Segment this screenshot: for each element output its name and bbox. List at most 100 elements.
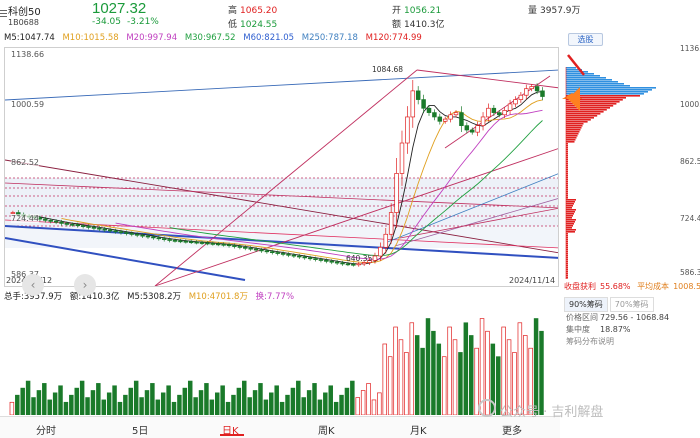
next-page-button[interactable]: ›: [74, 274, 96, 296]
chip-bar: [566, 185, 568, 187]
volume-bar: [15, 394, 20, 415]
chip-bar: [566, 115, 598, 117]
candle-body: [226, 244, 232, 247]
candle-body: [253, 248, 259, 251]
volume-amount-label: 额:1410.3亿: [69, 292, 120, 302]
chip-help-link[interactable]: 筹码分布说明: [566, 337, 614, 346]
volume-bar: [85, 397, 90, 415]
chip-bar: [566, 67, 576, 69]
volume-bar: [144, 390, 150, 415]
volume-bar: [112, 385, 117, 415]
volume-bar: [204, 383, 209, 415]
tab-daily-k[interactable]: 日K: [222, 426, 239, 437]
chip-bar: [566, 229, 576, 231]
tab-chip-70[interactable]: 70%筹码: [609, 297, 654, 312]
menu-icon[interactable]: [0, 10, 8, 18]
tab-monthly-k[interactable]: 月K: [410, 426, 427, 437]
tab-5day[interactable]: 5日: [132, 426, 149, 437]
chip-bar: [566, 95, 640, 97]
end-date-label: 2024/11/14: [509, 276, 556, 285]
candle-body: [459, 112, 464, 126]
chip-bar: [566, 77, 606, 79]
chip-bar: [566, 179, 568, 181]
chip-bar: [566, 269, 568, 271]
chip-bar: [566, 243, 568, 245]
candle-body: [194, 241, 199, 244]
chip-bar: [566, 133, 579, 135]
ma20-label: M20:997.94: [126, 33, 178, 43]
volume-bar: [377, 392, 382, 415]
candle-body: [221, 243, 226, 246]
chip-bar: [566, 223, 574, 225]
candle-body: [410, 90, 416, 118]
chip-bar: [566, 249, 568, 251]
candle-body: [361, 262, 367, 265]
candle-body: [486, 107, 491, 118]
volume-bar: [247, 397, 252, 415]
candle-body: [237, 246, 243, 248]
prev-page-button[interactable]: ‹: [22, 274, 44, 296]
chip-y-label-3: 862.52: [680, 157, 700, 166]
chip-bar: [566, 233, 568, 235]
chip-bar: [566, 111, 604, 113]
y-axis-label-bottom: 586.37: [11, 270, 39, 279]
chip-bar: [566, 141, 575, 143]
volume-bar: [133, 380, 139, 415]
ma20-line: [115, 109, 543, 260]
chip-bar: [566, 81, 618, 83]
chip-bar: [566, 205, 573, 207]
chip-bar: [566, 125, 583, 127]
y-axis-label-3: 862.52: [11, 158, 39, 167]
candle-body: [91, 226, 97, 229]
candle-body: [151, 236, 156, 239]
volume-bar: [328, 385, 333, 415]
chip-bar: [566, 69, 582, 71]
volume-bar: [52, 392, 58, 415]
chip-bar: [566, 225, 573, 227]
candle-body: [248, 247, 253, 250]
stock-name: 科创50: [8, 7, 41, 18]
chip-bar: [566, 117, 594, 119]
volume-bar: [187, 380, 193, 415]
volume-bar: [20, 387, 25, 415]
kline-chart[interactable]: 1138.66 1000.59 862.52 724.44 586.37: [4, 47, 559, 287]
tab-more[interactable]: 更多: [502, 426, 522, 437]
candle-body: [426, 107, 432, 113]
volume-bar: [231, 394, 236, 415]
candle-body: [297, 255, 302, 258]
vol-ma10-label: M10:4701.8万: [188, 292, 248, 302]
volume-bar: [42, 383, 47, 415]
chip-bar: [566, 199, 576, 201]
open-label: 开: [392, 6, 402, 16]
chip-bar: [566, 109, 607, 111]
volume-bar: [236, 387, 242, 415]
candle-body: [183, 240, 189, 243]
candle-body: [102, 228, 108, 231]
chip-bar: [566, 267, 568, 269]
volume-bar: [501, 326, 506, 415]
candle-body: [437, 116, 443, 122]
tab-intraday[interactable]: 分时: [36, 426, 56, 437]
kline-canvas: [5, 69, 558, 286]
stock-picker-button[interactable]: 选股: [568, 33, 603, 46]
candle-body: [432, 112, 437, 118]
y-axis-label-2: 1000.59: [11, 100, 45, 109]
tab-chip-90[interactable]: 90%筹码: [564, 297, 608, 312]
volume-bar: [25, 380, 31, 415]
volume-bar: [279, 401, 285, 415]
chevron-right-icon: ›: [82, 278, 88, 292]
price-range-row: 价格区间 729.56 - 1068.84: [566, 312, 669, 323]
candle-body: [210, 243, 216, 245]
volume-bar: [436, 343, 442, 415]
candle-body: [307, 257, 313, 260]
tab-weekly-k[interactable]: 周K: [318, 426, 335, 437]
volume-bar: [317, 399, 323, 415]
chip-bar: [566, 203, 574, 205]
chevron-left-icon: ‹: [30, 278, 36, 292]
volume-bar: [387, 356, 393, 415]
volume-bars: [9, 318, 544, 415]
candle-body: [270, 251, 275, 254]
chip-bar: [566, 275, 568, 277]
chip-bar: [566, 207, 572, 209]
candle-body: [48, 220, 53, 222]
